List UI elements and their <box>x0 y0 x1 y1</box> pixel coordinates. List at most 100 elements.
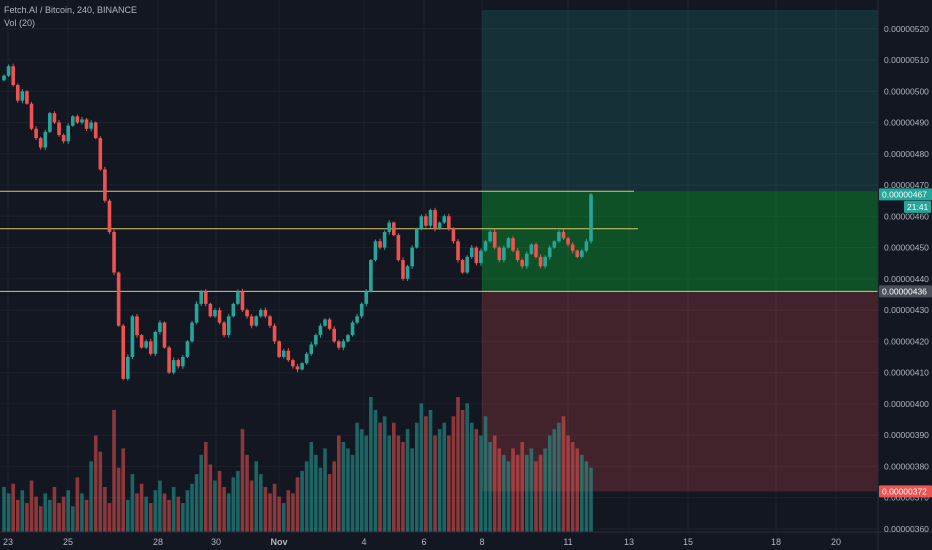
candle-body <box>162 322 167 348</box>
volume-bar <box>314 454 318 532</box>
long-position-zones[interactable] <box>482 10 878 492</box>
volume-bar <box>226 493 231 532</box>
candle-body <box>350 322 355 336</box>
candle-body <box>520 260 525 267</box>
volume-bar <box>80 493 84 532</box>
volume-bar <box>295 477 300 532</box>
candle-body <box>268 316 272 326</box>
volume-bar <box>506 461 511 532</box>
price-tick-label: 0.00000470 <box>884 180 929 190</box>
candle-body <box>43 131 48 148</box>
candle-body <box>25 91 29 104</box>
volume-bar <box>89 461 93 532</box>
time-tick-label: 15 <box>683 537 693 547</box>
volume-bar <box>424 416 428 532</box>
candle-body <box>2 75 6 81</box>
volume-bar <box>57 503 61 532</box>
candle-body <box>121 325 126 379</box>
candle-body <box>557 231 561 242</box>
price-tick-label: 0.00000460 <box>884 211 929 221</box>
candle-body <box>309 344 314 354</box>
candle-body <box>222 322 226 336</box>
volume-bar <box>15 499 20 532</box>
price-tick-label: 0.00000430 <box>884 305 929 315</box>
candle-body <box>327 319 332 329</box>
time-tick-label: Nov <box>270 537 287 547</box>
candle-body <box>29 103 34 129</box>
volume-bar <box>6 493 11 532</box>
volume-bar <box>479 435 483 532</box>
volume-bar <box>323 448 327 532</box>
candle-body <box>272 325 277 342</box>
candle-body <box>245 310 249 317</box>
volume-bar <box>190 483 194 532</box>
volume-bar <box>181 503 185 532</box>
volume-bar <box>369 397 373 532</box>
candlesticks <box>2 63 593 381</box>
volume-bar <box>245 454 249 532</box>
volume-bar <box>309 442 314 532</box>
candle-body <box>419 216 424 229</box>
time-tick-label: 11 <box>563 537 572 547</box>
volume-bar <box>382 416 387 532</box>
volume-bar <box>194 474 199 532</box>
volume-bar <box>254 461 259 532</box>
price-tick-label: 0.00000520 <box>884 24 929 34</box>
volume-bar <box>185 490 190 532</box>
volume-bar <box>107 503 112 532</box>
volume-bar <box>511 448 515 532</box>
volume-bar <box>488 442 492 532</box>
volume-bar <box>547 435 552 532</box>
candle-body <box>359 303 364 317</box>
price-tick-label: 0.00000500 <box>884 86 929 96</box>
candle-body <box>547 247 552 257</box>
volume-bar <box>460 409 465 532</box>
candle-body <box>240 291 245 311</box>
candle-body <box>369 260 373 292</box>
volume-bar <box>70 506 75 532</box>
volume-bar <box>11 483 15 532</box>
time-tick-label: 25 <box>63 537 73 547</box>
target-zone <box>482 10 878 292</box>
candle-body <box>515 250 520 261</box>
volume-bar <box>2 487 6 532</box>
candle-body <box>231 303 236 317</box>
candle-body <box>190 322 194 342</box>
candle-body <box>396 235 401 261</box>
candle-body <box>295 366 300 370</box>
volume-bar <box>98 451 103 532</box>
candle-body <box>570 244 575 251</box>
candle-body <box>89 122 93 129</box>
candle-body <box>460 260 465 273</box>
candle-body <box>405 266 410 279</box>
candle-body <box>433 210 437 229</box>
candle-body <box>534 244 538 257</box>
volume-bar <box>346 448 350 532</box>
volume-bar <box>483 416 488 532</box>
volume-bar <box>414 422 419 532</box>
volume-bar <box>378 422 382 532</box>
candle-body <box>57 122 61 136</box>
candle-body <box>497 247 502 261</box>
candle-body <box>148 341 153 354</box>
volume-bar <box>405 429 410 532</box>
candle-body <box>392 222 396 236</box>
price-axis-background <box>878 0 932 550</box>
price-tick-label: 0.00000450 <box>884 243 929 253</box>
volume-bar <box>456 397 460 532</box>
price-marker <box>879 188 932 201</box>
volume-bar <box>437 429 442 532</box>
candle-body <box>213 310 217 317</box>
volume-bar <box>355 422 359 532</box>
time-tick-label: 13 <box>624 537 634 547</box>
volume-bar <box>144 496 148 532</box>
volume-bar <box>25 503 29 532</box>
candle-body <box>346 335 350 342</box>
volume-bar <box>534 461 538 532</box>
volume-bar <box>236 470 240 532</box>
volume-bar <box>566 435 570 532</box>
price-marker <box>879 485 932 498</box>
candle-body <box>126 356 130 379</box>
